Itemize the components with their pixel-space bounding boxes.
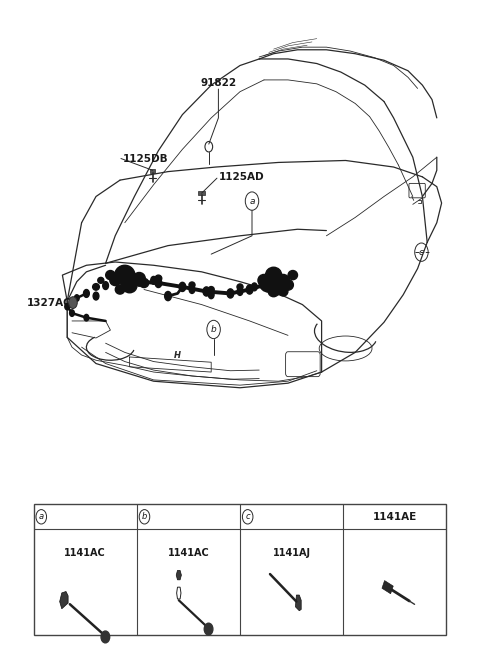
Circle shape <box>136 277 143 286</box>
Ellipse shape <box>139 278 149 288</box>
Circle shape <box>165 291 171 301</box>
Circle shape <box>84 290 89 297</box>
Circle shape <box>103 282 108 290</box>
Ellipse shape <box>265 267 282 283</box>
Text: c: c <box>419 248 424 257</box>
Polygon shape <box>296 595 301 610</box>
Ellipse shape <box>110 275 120 286</box>
Text: 1125AD: 1125AD <box>218 172 264 182</box>
Circle shape <box>65 303 70 310</box>
Text: 1125DB: 1125DB <box>122 153 168 164</box>
FancyBboxPatch shape <box>150 169 155 173</box>
Circle shape <box>70 310 74 316</box>
Text: b: b <box>142 512 147 521</box>
Circle shape <box>208 291 214 299</box>
Circle shape <box>74 295 79 301</box>
Text: 91822: 91822 <box>200 78 237 88</box>
Circle shape <box>246 285 253 294</box>
Ellipse shape <box>283 280 293 290</box>
Polygon shape <box>176 571 181 580</box>
Text: 1141AC: 1141AC <box>168 548 209 557</box>
Polygon shape <box>60 591 68 608</box>
Bar <box>34 504 446 635</box>
Circle shape <box>237 288 243 295</box>
Ellipse shape <box>122 278 137 293</box>
Text: 1327AC: 1327AC <box>26 297 71 308</box>
Ellipse shape <box>277 274 289 286</box>
Ellipse shape <box>208 287 214 292</box>
Ellipse shape <box>133 272 145 284</box>
Circle shape <box>93 292 99 300</box>
Text: 1141AC: 1141AC <box>64 548 106 557</box>
Text: a: a <box>39 512 44 521</box>
Circle shape <box>155 278 162 288</box>
Ellipse shape <box>189 282 195 288</box>
Ellipse shape <box>237 284 243 290</box>
Ellipse shape <box>93 284 99 290</box>
Text: 1141AE: 1141AE <box>372 512 417 522</box>
Text: H: H <box>174 350 181 360</box>
Text: c: c <box>245 512 250 521</box>
Ellipse shape <box>259 274 278 292</box>
Ellipse shape <box>98 278 104 283</box>
Ellipse shape <box>155 275 162 282</box>
Circle shape <box>227 289 234 298</box>
Circle shape <box>151 276 156 284</box>
Ellipse shape <box>115 285 125 294</box>
Text: b: b <box>211 325 216 334</box>
Ellipse shape <box>288 271 298 280</box>
Ellipse shape <box>272 282 285 295</box>
Circle shape <box>252 283 257 291</box>
Circle shape <box>84 314 89 321</box>
Ellipse shape <box>268 286 279 297</box>
FancyBboxPatch shape <box>198 191 205 195</box>
Ellipse shape <box>258 274 270 286</box>
Circle shape <box>84 290 89 297</box>
Circle shape <box>179 282 186 291</box>
Circle shape <box>203 287 210 296</box>
Ellipse shape <box>106 271 115 280</box>
Circle shape <box>101 631 109 643</box>
Ellipse shape <box>278 287 288 296</box>
Text: a: a <box>249 196 255 206</box>
Text: 1141AJ: 1141AJ <box>273 548 311 557</box>
Circle shape <box>69 297 77 309</box>
Polygon shape <box>382 580 393 594</box>
Ellipse shape <box>115 265 135 285</box>
Circle shape <box>189 286 195 293</box>
Circle shape <box>204 623 213 635</box>
